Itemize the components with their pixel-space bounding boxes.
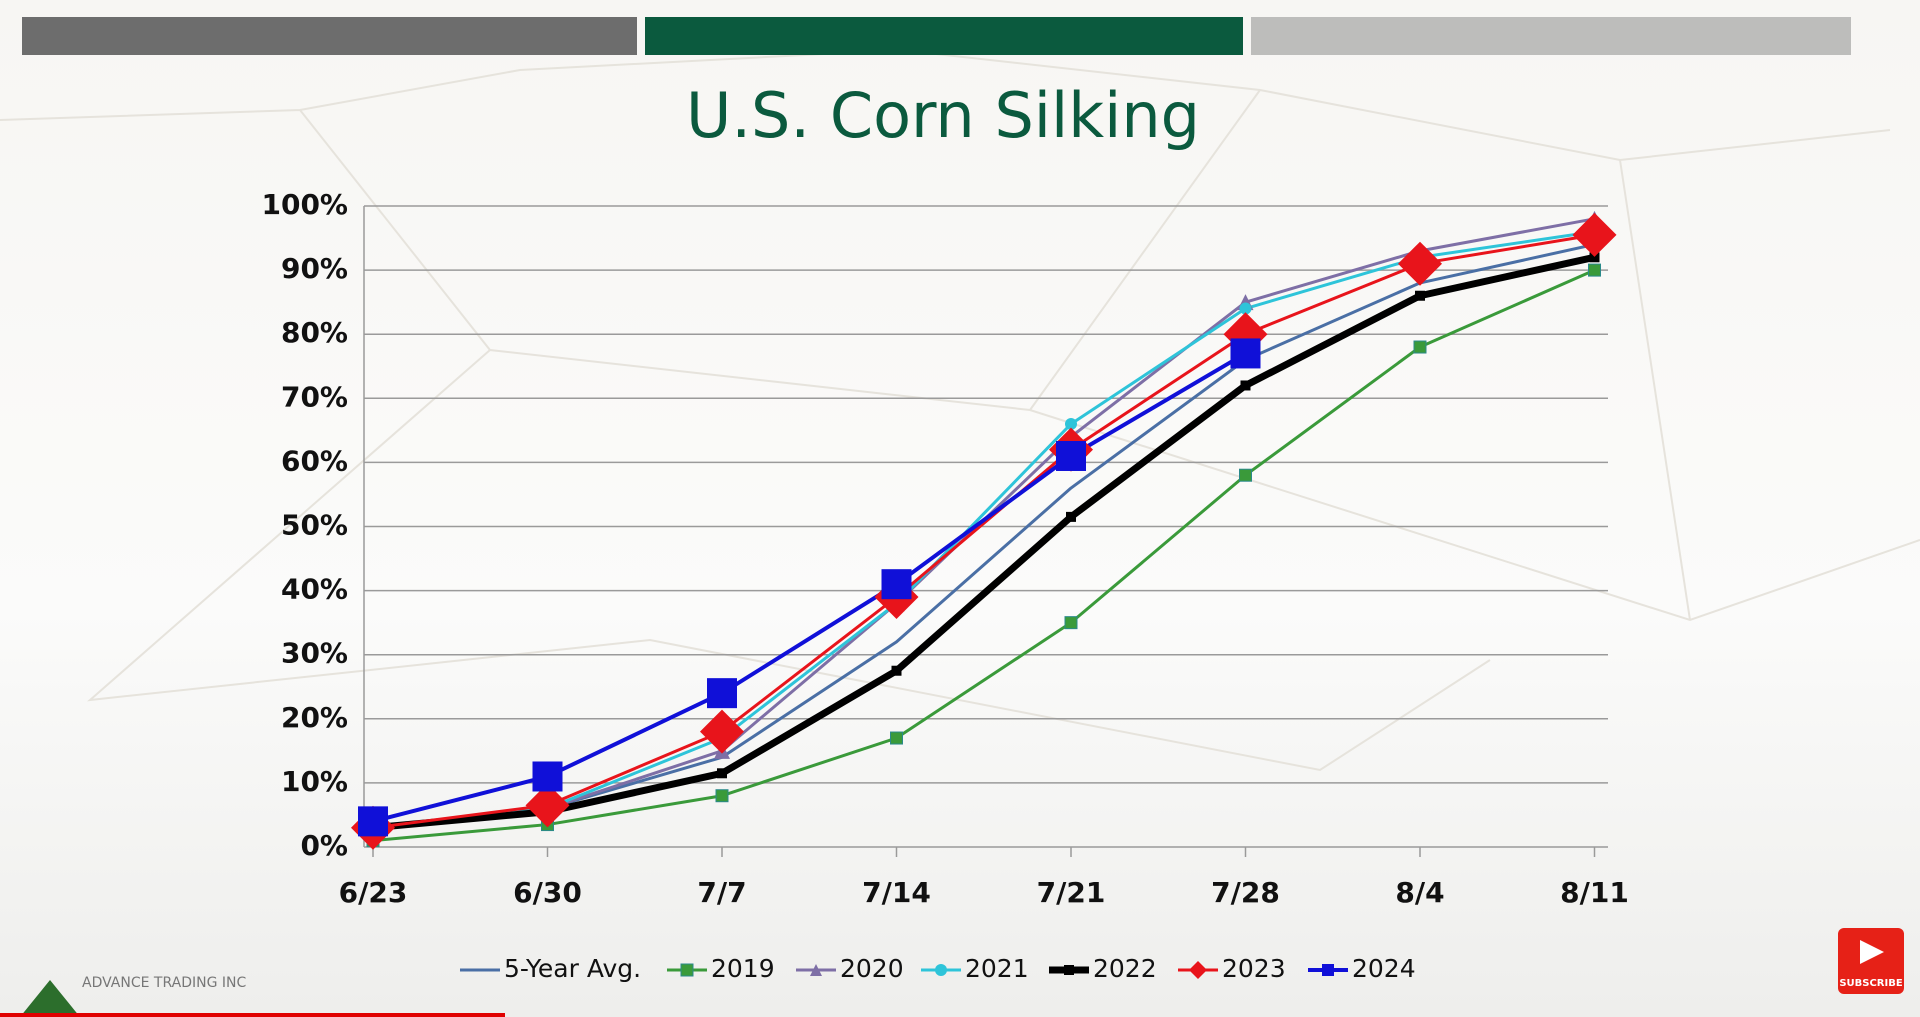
legend-label: 2020 (840, 954, 904, 983)
y-tick-label: 100% (261, 188, 348, 221)
legend-label: 2024 (1352, 954, 1416, 983)
marker (810, 964, 822, 976)
marker (532, 761, 563, 792)
marker (358, 806, 388, 837)
y-tick-label: 70% (281, 380, 348, 413)
marker (1322, 964, 1334, 976)
marker (1230, 338, 1261, 369)
y-tick-label: 0% (300, 829, 348, 862)
marker (881, 569, 912, 600)
x-tick-label: 7/7 (697, 876, 746, 909)
subscribe-button[interactable]: SUBSCRIBE (1838, 928, 1904, 994)
x-tick-label: 7/28 (1211, 876, 1280, 909)
legend-label: 2022 (1093, 954, 1157, 983)
y-tick-label: 60% (281, 444, 348, 477)
subscribe-box[interactable] (1838, 928, 1904, 994)
x-tick-label: 6/30 (513, 876, 582, 909)
marker (890, 731, 903, 745)
header-bar (22, 17, 637, 55)
logo (20, 980, 80, 1017)
marker (717, 768, 727, 779)
company-name: ADVANCE TRADING INC (82, 975, 246, 991)
y-tick-label: 80% (281, 316, 348, 349)
header-bar (1251, 17, 1851, 55)
marker (680, 963, 694, 977)
chart-title: U.S. Corn Silking (686, 79, 1200, 152)
progress-bar (0, 1013, 505, 1017)
series-line (372, 253, 1596, 832)
marker (1398, 241, 1442, 286)
marker (525, 783, 570, 828)
marker (1588, 263, 1601, 277)
marker (1572, 212, 1617, 257)
y-tick-label: 30% (281, 637, 348, 670)
series-line (372, 351, 1247, 824)
marker (1239, 468, 1252, 482)
legend-label: 2021 (965, 954, 1029, 983)
marker (1056, 440, 1086, 471)
marker (1065, 417, 1077, 430)
y-tick-label: 90% (281, 252, 348, 285)
plot: 0% 10% 20% 30% 40% 50% 60% 70% 80% 90% 100% 6/23 6/3… (261, 188, 1628, 983)
header-bar (645, 17, 1243, 55)
y-tick-label: 20% (281, 701, 348, 734)
x-tick-label: 7/14 (862, 876, 931, 909)
x-tick-label: 8/11 (1560, 876, 1629, 909)
x-tick-label: 7/21 (1037, 876, 1106, 909)
legend-label: 5-Year Avg. (504, 954, 641, 983)
marker (1066, 511, 1076, 522)
marker (1064, 616, 1078, 630)
y-tick-label: 50% (281, 509, 348, 542)
marker (1189, 961, 1207, 979)
subscribe-text: SUBSCRIBE (1839, 978, 1903, 989)
marker (1239, 302, 1252, 315)
x-tick-label: 6/23 (339, 876, 408, 909)
x-tick-label: 8/4 (1395, 876, 1444, 909)
marker (935, 964, 947, 976)
legend-label: 2019 (711, 954, 775, 983)
play-icon (1860, 940, 1884, 964)
legend-label: 2023 (1222, 954, 1286, 983)
marker (1413, 340, 1427, 354)
marker (1240, 380, 1251, 391)
marker (715, 789, 729, 803)
marker (1064, 965, 1074, 975)
series-line (372, 268, 1596, 843)
marker (707, 678, 737, 709)
y-tick-label: 10% (281, 765, 348, 798)
marker (700, 709, 744, 754)
y-tick-label: 40% (281, 573, 348, 606)
marker (891, 665, 902, 676)
series-line (372, 233, 1595, 830)
marker (1415, 290, 1425, 301)
series-line (372, 230, 1595, 830)
